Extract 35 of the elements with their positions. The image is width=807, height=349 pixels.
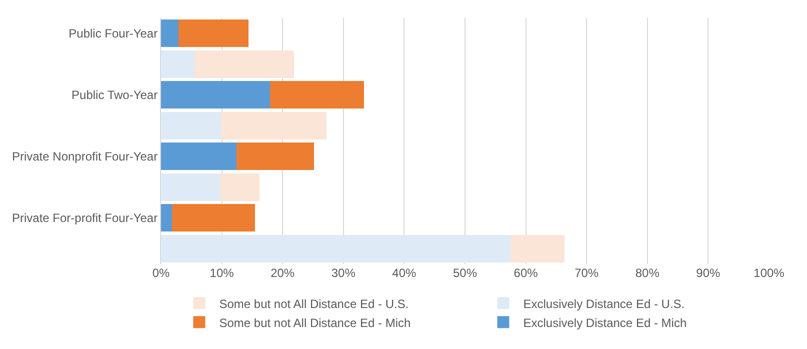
x-tick-label: 90% [696,266,721,280]
x-tick-label: 70% [574,266,599,280]
bar [172,204,256,232]
x-tick-label: 10% [210,266,234,280]
legend-label: Exclusively Distance Ed - U.S. [523,296,685,311]
bar [161,204,172,232]
x-tick-label: 100% [754,266,785,280]
legend-label: Some but not All Distance Ed - Mich [219,316,411,330]
x-tick-label: 80% [635,266,660,280]
x-tick-label: 30% [331,266,356,280]
legend-label: Exclusively Distance Ed - Mich [523,316,687,330]
x-tick-label: 60% [514,266,538,280]
x-tick-label: 20% [270,266,295,280]
bar [236,142,314,170]
bar [270,81,364,109]
bar [510,234,565,262]
legend-label: Some but not All Distance Ed - U.S. [219,296,409,311]
bar [161,20,179,48]
bar [221,112,326,140]
x-tick-label: 0% [152,266,170,280]
x-tick-label: 50% [452,266,478,280]
y-tick-label: Private For-profit Four-Year [12,211,158,226]
y-tick-label: Private Nonprofit Four-Year [12,150,158,164]
x-tick-label: 40% [392,266,417,280]
bar [161,173,220,201]
bar [194,50,294,78]
bar [178,20,249,48]
bar [161,81,270,109]
bar [161,234,511,262]
bar [161,112,222,140]
y-tick-label: Public Two-Year [72,88,158,102]
bar [161,50,194,78]
bar [220,173,260,201]
y-tick-label: Public Four-Year [68,26,158,41]
bar [161,142,236,170]
